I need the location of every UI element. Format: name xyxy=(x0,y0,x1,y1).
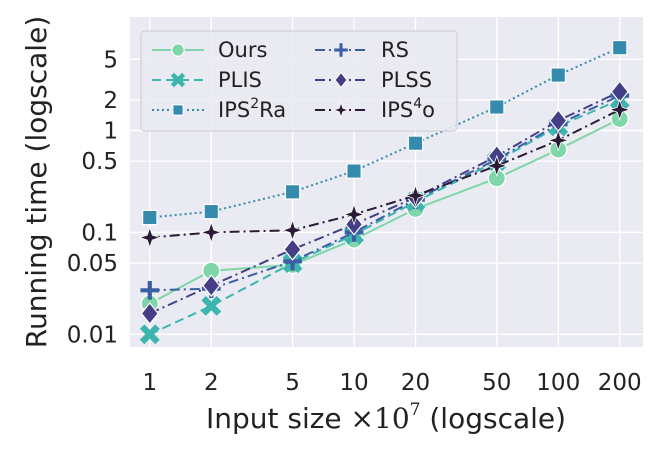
legend-label-tail: o xyxy=(422,98,435,122)
series-line xyxy=(149,90,621,315)
series-line xyxy=(149,94,621,292)
series-line xyxy=(149,108,621,239)
data-point xyxy=(140,280,160,300)
data-point xyxy=(332,101,350,119)
x-tick-labels: 1 2 5 10 20 50 100 200 xyxy=(142,370,641,396)
legend-label: IPS2Ra xyxy=(218,96,286,122)
data-point xyxy=(139,324,160,345)
data-point xyxy=(407,135,424,151)
y-tick-label: 0.05 xyxy=(67,251,118,277)
data-point xyxy=(550,67,567,83)
series-ips2ra xyxy=(142,39,628,226)
x-tick-label: 10 xyxy=(339,370,368,396)
data-point xyxy=(342,203,366,226)
data-point xyxy=(547,129,570,152)
legend-label: RS xyxy=(381,38,409,62)
legend-label-sup: 4 xyxy=(413,96,422,112)
legend-label-base: PLSS xyxy=(381,68,432,92)
legend-item: IPS4o xyxy=(315,96,435,122)
data-point xyxy=(281,219,304,242)
x-axis-title-text: Input size xyxy=(206,402,351,435)
data-point xyxy=(200,221,223,244)
legend-item: PLIS xyxy=(152,68,262,92)
legend-label-base: IPS xyxy=(381,98,413,122)
legend-label: PLIS xyxy=(218,68,262,92)
x-axis-title-suffix: (logscale) xyxy=(420,402,566,435)
legend-item: RS xyxy=(315,38,409,62)
data-point xyxy=(171,43,185,57)
legend-label-sup: 2 xyxy=(250,96,259,112)
legend-label-base: Ours xyxy=(218,38,267,62)
legend-label: IPS4o xyxy=(381,96,435,122)
x-axis-title: Input size ×107 (logscale) xyxy=(206,400,566,435)
data-point xyxy=(284,184,301,200)
legend-label-base: IPS xyxy=(218,98,250,122)
x-tick-label: 5 xyxy=(285,370,300,396)
y-tick-label: 2 xyxy=(103,88,118,114)
x-tick-label: 2 xyxy=(204,370,219,396)
series-layer xyxy=(138,39,631,345)
data-point xyxy=(201,295,222,316)
data-point xyxy=(283,238,302,261)
data-point xyxy=(346,163,362,179)
y-axis-title: Running time (logscale) xyxy=(20,16,53,348)
data-point xyxy=(611,39,628,56)
y-tick-label: 5 xyxy=(103,47,118,73)
series-ips4o xyxy=(138,98,631,249)
legend-label-base: RS xyxy=(381,38,409,62)
x-tick-label: 100 xyxy=(536,370,580,396)
legend-item: PLSS xyxy=(315,68,432,92)
y-tick-label: 0.01 xyxy=(67,322,118,348)
x-axis-title-exponent: 7 xyxy=(410,400,421,420)
legend-label: Ours xyxy=(218,38,267,62)
data-point xyxy=(485,154,508,177)
y-tick-labels: 0.01 0.05 0.1 0.5 1 2 5 xyxy=(67,47,118,348)
x-axis-title-math: ×10 xyxy=(351,402,410,435)
x-tick-label: 200 xyxy=(598,370,642,396)
data-point xyxy=(489,99,505,115)
data-point xyxy=(142,209,158,226)
data-point xyxy=(140,302,159,325)
data-point xyxy=(170,72,186,88)
data-point xyxy=(608,98,631,121)
data-point xyxy=(334,71,348,89)
y-tick-label: 0.5 xyxy=(81,149,118,175)
series-line xyxy=(149,117,621,305)
x-tick-label: 50 xyxy=(482,370,511,396)
legend-item: IPS2Ra xyxy=(152,96,286,122)
legend-label-base: PLIS xyxy=(218,68,262,92)
data-point xyxy=(203,203,220,220)
legend-label-tail: Ra xyxy=(259,98,286,122)
series-line xyxy=(149,46,621,219)
y-tick-label: 1 xyxy=(103,118,118,144)
legend-label: PLSS xyxy=(381,68,432,92)
data-point xyxy=(202,274,221,298)
data-point xyxy=(138,226,161,249)
data-point xyxy=(172,104,184,116)
data-point xyxy=(334,43,348,57)
legend-frame xyxy=(140,30,458,132)
y-tick-label: 0.1 xyxy=(81,220,118,246)
x-tick-label: 1 xyxy=(142,370,157,396)
x-tick-label: 20 xyxy=(401,370,430,396)
legend-item: Ours xyxy=(152,38,267,62)
data-point xyxy=(404,184,427,207)
